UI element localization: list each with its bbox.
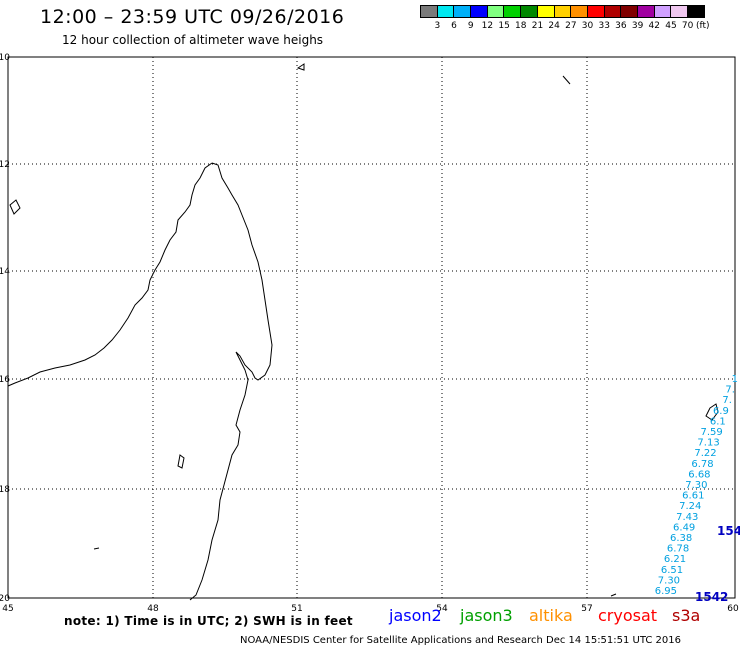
- satellite-legend-altika: altika: [529, 606, 573, 625]
- island-small-4: [93, 547, 100, 550]
- colorbar-label: 27: [565, 21, 577, 31]
- map-frame: [7, 56, 736, 599]
- lat-tick-label: -10: [0, 53, 10, 63]
- colorbar-label: 30: [581, 21, 594, 31]
- units-note: note: 1) Time is in UTC; 2) SWH is in fe…: [64, 614, 353, 628]
- colorbar-label: 6: [451, 21, 457, 31]
- lat-tick-label: -18: [0, 485, 10, 495]
- lat-tick-label: -20: [0, 594, 10, 604]
- colorbar-label: 3: [434, 21, 441, 31]
- swh-track-values: 17.7.6.96.17.597.137.226.786.687.306.617…: [655, 374, 740, 604]
- island-mauritius: [705, 403, 719, 421]
- colorbar-label: 33: [598, 21, 610, 31]
- swh-value-label: 6.38: [670, 533, 692, 544]
- swh-value-label: 7.30: [658, 575, 680, 586]
- colorbar-label: 70: [681, 21, 694, 31]
- colorbar-label: 24: [548, 21, 560, 31]
- swh-value-label: 6.78: [667, 544, 689, 555]
- colorbar-label: 39: [631, 21, 644, 31]
- track-time-label: 154: [717, 524, 740, 538]
- island-small-3: [562, 75, 571, 85]
- swh-value-label: 1: [732, 374, 738, 385]
- swh-value-label: 7.: [722, 395, 732, 406]
- lon-tick-label: 60: [727, 604, 739, 614]
- colorbar-label: 45: [665, 21, 677, 31]
- map-title: 12:00 – 23:59 UTC 09/26/2016: [40, 6, 345, 28]
- satellite-legend-jason3: jason3: [460, 606, 513, 625]
- swh-value-label: 6.95: [655, 586, 677, 597]
- island-small-1: [177, 454, 185, 469]
- satellite-legend-s3a: s3a: [672, 606, 701, 625]
- colorbar-labels: 3 6 9 12 15 18 21 24 27 30 33 36 39 42 45 70 (ft): [421, 21, 710, 31]
- colorbar-label: 21: [531, 21, 544, 31]
- footer-credit: NOAA/NESDIS Center for Satellite Applica…: [240, 635, 682, 646]
- swh-value-label: 7.: [725, 385, 735, 396]
- lat-tick-label: -16: [0, 375, 10, 385]
- swh-value-label: 7.13: [697, 438, 719, 449]
- colorbar-label: 42: [648, 21, 660, 31]
- swh-value-label: 6.78: [691, 459, 713, 470]
- colorbar-unit: (ft): [696, 21, 710, 31]
- lon-tick-label: 45: [2, 604, 13, 614]
- island-small-2: [296, 63, 305, 71]
- swh-value-label: 7.59: [700, 427, 722, 438]
- swh-value-label: 7.24: [679, 501, 701, 512]
- swh-value-label: 7.30: [685, 480, 707, 491]
- swh-value-label: 6.1: [710, 416, 726, 427]
- colorbar-swatches: [420, 5, 710, 18]
- colorbar-label: 18: [515, 21, 527, 31]
- swh-value-label: 6.21: [664, 554, 686, 565]
- swh-value-label: 6.68: [688, 469, 710, 480]
- island-nosy-be: [9, 199, 21, 215]
- island-small-5: [610, 593, 617, 597]
- lon-tick-label: 48: [147, 604, 159, 614]
- track-time-label: 1542: [695, 590, 728, 604]
- lat-lon-grid: [8, 57, 735, 598]
- lon-tick-label: 54: [436, 604, 448, 614]
- colorbar-label: 9: [467, 21, 474, 31]
- lon-tick-label: 57: [581, 604, 592, 614]
- colorbar-legend: 3 6 9 12 15 18 21 24 27 30 33 36 39 42 45 70 (ft): [420, 5, 710, 31]
- swh-value-label: 7.22: [694, 448, 716, 459]
- axis-tick-labels: 45 48 51 54 57 60 -10 -12 -14 -16 -18 -20: [0, 53, 739, 614]
- satellite-legend-jason2: jason2: [389, 606, 442, 625]
- colorbar-label: 36: [615, 21, 627, 31]
- swh-value-label: 6.61: [682, 491, 704, 502]
- colorbar-swatch: [687, 5, 705, 18]
- coastline-madagascar: [7, 63, 719, 601]
- swh-value-label: 7.43: [676, 512, 698, 523]
- coastline-west: [7, 162, 213, 387]
- satellite-legend-cryosat: cryosat: [598, 606, 658, 625]
- lon-tick-label: 51: [291, 604, 302, 614]
- colorbar-label: 15: [498, 21, 510, 31]
- lat-tick-label: -12: [0, 160, 10, 170]
- coastline-main: [189, 162, 273, 601]
- lat-tick-label: -14: [0, 267, 10, 277]
- map-subtitle: 12 hour collection of altimeter wave hei…: [62, 33, 324, 47]
- swh-value-label: 6.49: [673, 522, 695, 533]
- swh-value-label: 6.51: [661, 565, 683, 576]
- colorbar-label: 12: [481, 21, 494, 31]
- swh-value-label: 6.9: [713, 406, 729, 417]
